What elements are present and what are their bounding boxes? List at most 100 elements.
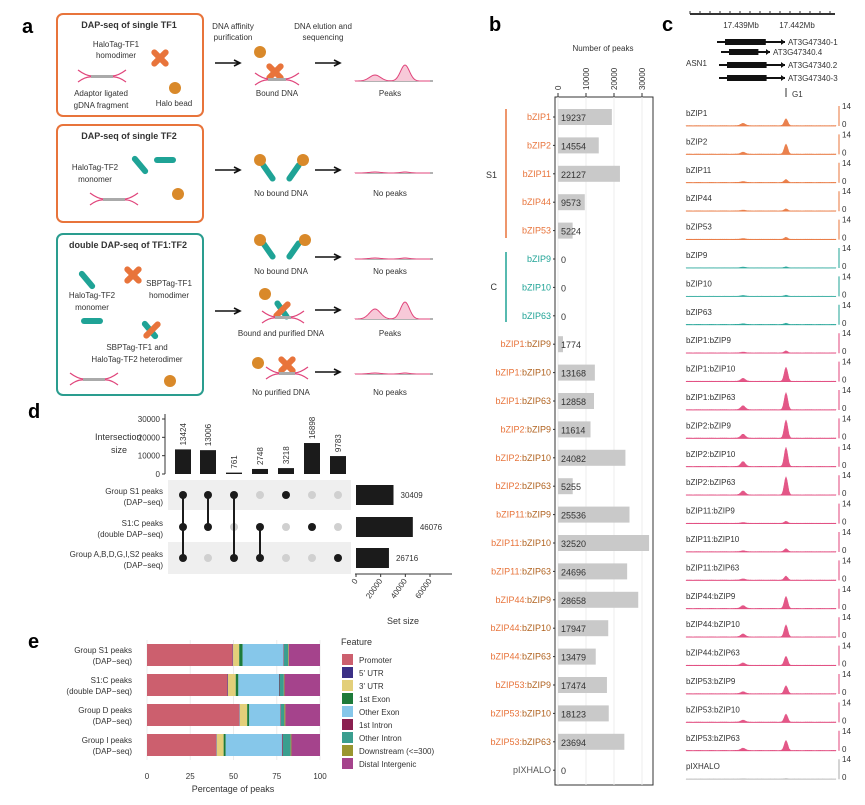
- row1-result: Bound DNA: [256, 89, 299, 98]
- c-track-signal: [685, 208, 837, 212]
- c-scale-min: 0: [842, 773, 847, 782]
- c-scale-max: 14: [842, 727, 851, 736]
- b-row-label-tf1: bZIP44:: [495, 595, 527, 605]
- b-bar: [558, 535, 650, 551]
- e-segment-promoter: [147, 734, 217, 756]
- b-row-label-tf1: bZIP1: [527, 112, 551, 122]
- dna-core-icon: [103, 198, 125, 201]
- c-scale-min: 0: [842, 347, 847, 356]
- panel-e-letter: e: [28, 631, 39, 653]
- c-scale-min: 0: [842, 518, 847, 527]
- dna-core-icon: [268, 78, 286, 81]
- c-track-label: bZIP11: [686, 166, 712, 175]
- step-affinity-l1: DNA affinity: [212, 22, 254, 31]
- dna-core-icon: [279, 372, 295, 375]
- protein-icon: [278, 356, 296, 374]
- e-x-tick-label: 25: [186, 772, 195, 781]
- b-row-label: bZIP10: [522, 282, 551, 292]
- b-row-label: bZIP1:bZIP10: [495, 368, 551, 378]
- box-double-dap: [56, 233, 204, 396]
- c-scale-min: 0: [842, 376, 847, 385]
- b-group-s1-label: S1: [486, 170, 497, 180]
- b-bar-value: 0: [561, 283, 566, 293]
- b-row-label: bZIP2:bZIP63: [495, 481, 551, 491]
- panel-b-letter: b: [489, 14, 501, 36]
- d-intersection-value: 3218: [282, 446, 291, 464]
- c-scale-min: 0: [842, 631, 847, 640]
- panel-c-letter: c: [662, 14, 673, 36]
- c-scale-max: 14: [842, 585, 851, 594]
- d-set-sub: (double DAP−seq): [97, 530, 163, 539]
- e-segment-distal-intergenic: [284, 674, 320, 696]
- panel-c-tracks: 17.439Mb 17.442Mb ASN1 G1 AT3G47340-1AT3…: [685, 11, 851, 782]
- d-set-tick-label: 0: [350, 577, 360, 586]
- b-bar: [558, 705, 609, 722]
- c-scale-min: 0: [842, 177, 847, 186]
- c-scale-max: 14: [842, 130, 851, 139]
- d-set-size-value: 46076: [420, 523, 443, 532]
- b-bar-value: 11614: [561, 425, 585, 435]
- c-scale-max: 14: [842, 187, 851, 196]
- c-track-label: bZIP9: [686, 251, 708, 260]
- box3-hetero-l1: SBPTag-TF1 and: [106, 343, 167, 352]
- d-member-dot: [334, 554, 342, 562]
- e-segment-1st-intron: [281, 734, 283, 756]
- protein-icon: [124, 266, 142, 284]
- protein-icon: [260, 162, 276, 182]
- c-track-signal: [685, 520, 837, 524]
- c-scale-min: 0: [842, 432, 847, 441]
- d-nonmember-dot: [256, 491, 264, 499]
- c-scale-min: 0: [842, 262, 847, 271]
- c-track-signal: [685, 548, 837, 553]
- b-row-label: bZIP9: [527, 254, 551, 264]
- c-scale-max: 14: [842, 244, 851, 253]
- peaks-icon: [354, 372, 430, 375]
- e-legend-swatch: [342, 732, 353, 743]
- peaks-icon: [354, 64, 430, 82]
- d-nonmember-dot: [334, 491, 342, 499]
- b-row-label: bZIP11:bZIP10: [491, 538, 551, 548]
- c-track-signal: [685, 179, 837, 184]
- b-bar: [558, 677, 607, 693]
- b-bar: [558, 364, 595, 381]
- c-scale-min: 0: [842, 745, 847, 754]
- e-x-tick-label: 100: [313, 772, 327, 781]
- c-transcript-label: AT3G47340.2: [788, 61, 838, 70]
- b-row-label-tf1: bZIP2:: [495, 481, 522, 491]
- e-segment-downstream-300-: [290, 734, 292, 756]
- b-bar: [558, 449, 626, 466]
- b-row-label: bZIP53:bZIP63: [490, 737, 551, 747]
- arrow-icon: [315, 59, 342, 67]
- box1-dna-l1: Adaptor ligated: [74, 89, 128, 98]
- e-legend-swatch: [342, 667, 353, 678]
- d-set-sub: (DAP−seq): [124, 561, 164, 570]
- e-category-name: S1:C peaks: [91, 676, 132, 685]
- b-row-label-tf1: bZIP11:: [491, 566, 522, 576]
- box1-title: DAP-seq of single TF1: [81, 20, 177, 30]
- b-bar: [558, 506, 630, 523]
- box3-mono-l2: monomer: [75, 303, 109, 312]
- b-bar-value: 17947: [561, 624, 586, 634]
- arrow-icon: [315, 306, 342, 314]
- c-track-label: bZIP11:bZIP9: [686, 507, 735, 516]
- d-intersection-bar: [252, 468, 268, 474]
- e-legend-label: Other Exon: [359, 708, 399, 717]
- box2-title: DAP-seq of single TF2: [81, 131, 177, 141]
- c-track-label: pIXHALO: [686, 762, 720, 771]
- e-segment-promoter: [147, 704, 240, 726]
- e-segment-5-utr: [216, 734, 217, 756]
- row3-result3: No purified DNA: [252, 388, 310, 397]
- c-track-signal: [685, 366, 837, 382]
- b-bar: [558, 222, 573, 239]
- d-y-tick-label: 20000: [138, 433, 161, 442]
- e-segment-3-utr: [233, 644, 240, 666]
- d-y-tick-label: 0: [156, 470, 161, 479]
- c-scale-max: 14: [842, 613, 851, 622]
- protein-icon: [81, 318, 103, 324]
- protein-icon: [260, 240, 276, 260]
- c-track-signal: [685, 446, 837, 468]
- c-track-signal: [685, 236, 837, 240]
- c-scale-max: 14: [842, 414, 851, 423]
- b-bar: [558, 194, 585, 211]
- d-intersection-value: 2748: [256, 447, 265, 465]
